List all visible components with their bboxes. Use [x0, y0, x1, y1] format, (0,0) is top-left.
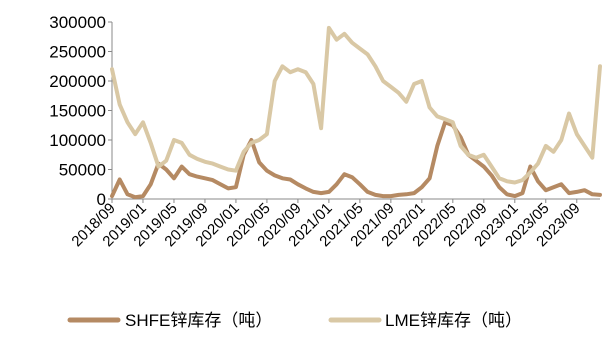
- series-line-lme: [110, 25, 602, 185]
- series-line-shfe: [110, 120, 602, 200]
- legend-label-lme: LME锌库存（吨）: [385, 311, 522, 330]
- y-tick-label: 0: [97, 190, 106, 209]
- y-tick-label: 200000: [49, 72, 106, 91]
- y-tick-label: 100000: [49, 131, 106, 150]
- legend-label-shfe: SHFE锌库存（吨）: [125, 311, 272, 330]
- y-tick-label: 50000: [59, 161, 106, 180]
- y-tick-label: 300000: [49, 13, 106, 32]
- series-lines: [110, 25, 602, 200]
- legend: SHFE锌库存（吨） LME锌库存（吨）: [67, 311, 522, 330]
- y-tick-label: 150000: [49, 102, 106, 121]
- y-tick-label: 250000: [49, 43, 106, 62]
